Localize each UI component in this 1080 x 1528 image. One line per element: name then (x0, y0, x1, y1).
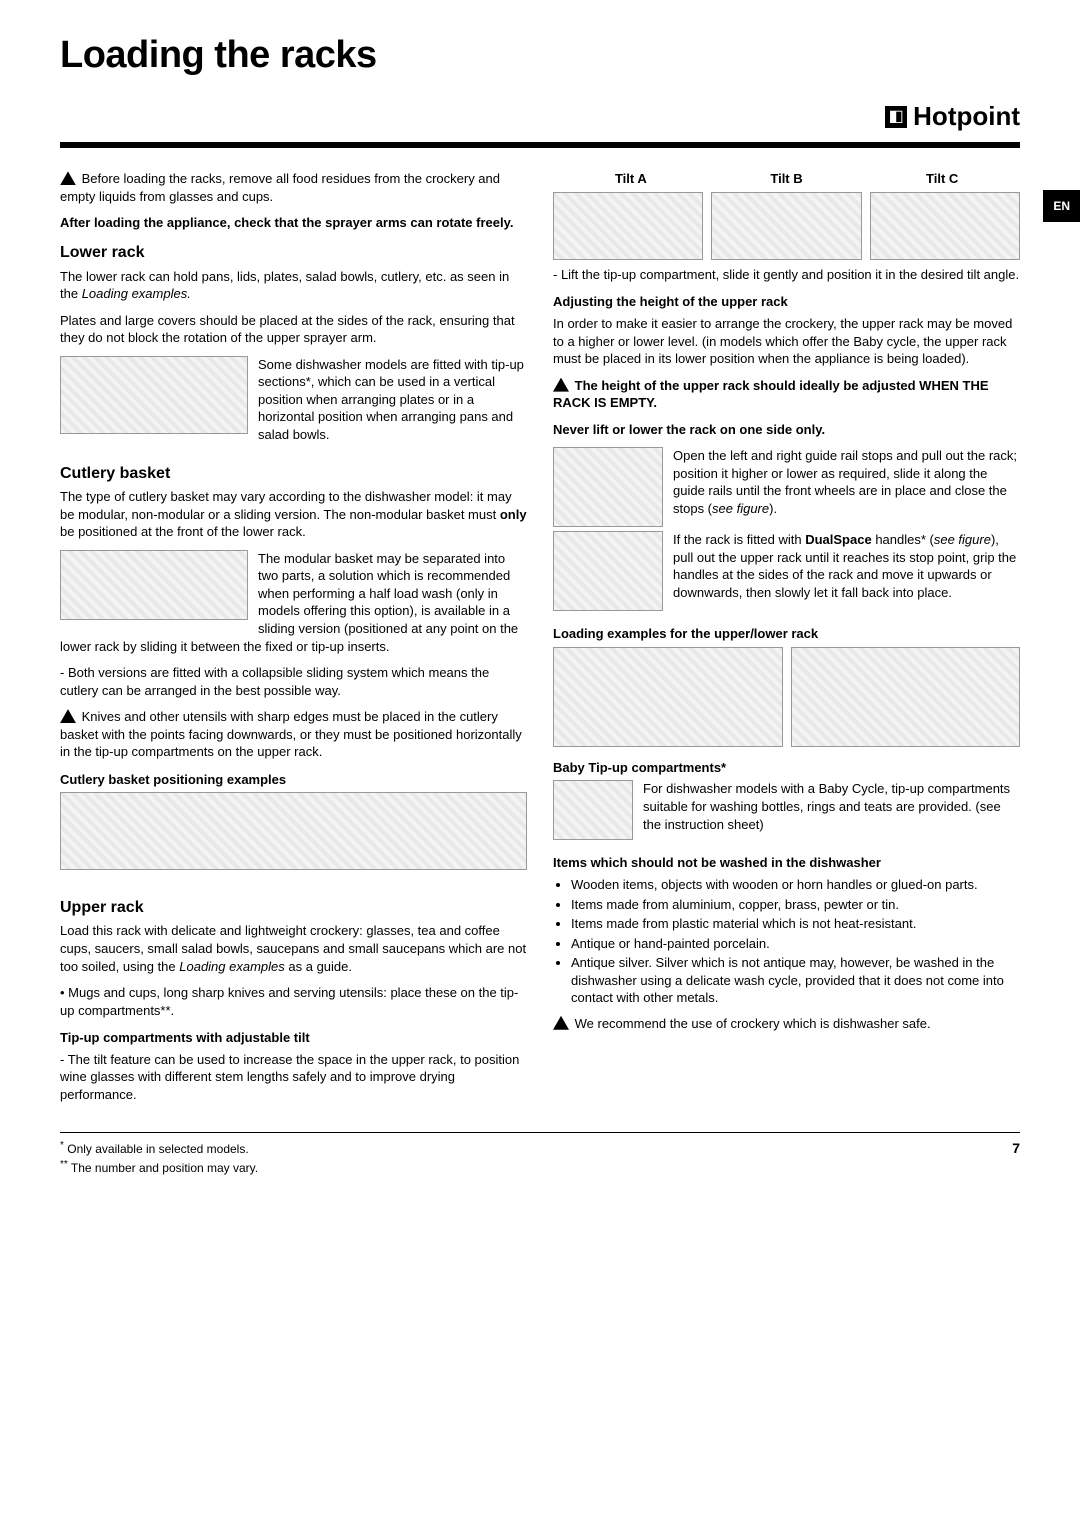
loading-example-upper-figure (553, 647, 783, 747)
tilt-a-label: Tilt A (553, 170, 709, 188)
brand-logo: ◧ Hotpoint (885, 99, 1020, 134)
warning-icon (60, 171, 76, 185)
footnotes: * Only available in selected models. ** … (60, 1139, 258, 1175)
cutlery-basket-figure (60, 550, 248, 620)
header-rule (60, 142, 1020, 148)
adjust-p: In order to make it easier to arrange th… (553, 315, 1020, 368)
tilt-labels: Tilt A Tilt B Tilt C (553, 170, 1020, 188)
intro-warning: Before loading the racks, remove all foo… (60, 170, 527, 205)
tipup-p: - The tilt feature can be used to increa… (60, 1051, 527, 1104)
never-lift: Never lift or lower the rack on one side… (553, 421, 1020, 439)
footer: * Only available in selected models. ** … (60, 1139, 1020, 1175)
adjust-warning: The height of the upper rack should idea… (553, 377, 1020, 412)
after-loading-note: After loading the appliance, check that … (60, 214, 527, 232)
cutlery-examples-figure (60, 792, 527, 870)
brand-name: Hotpoint (913, 99, 1020, 134)
guide-rail-figure (553, 447, 663, 527)
notwash-list: Wooden items, objects with wooden or hor… (571, 876, 1020, 1007)
page-number: 7 (1012, 1139, 1020, 1175)
upper-rack-bullet: • Mugs and cups, long sharp knives and s… (60, 984, 527, 1019)
notwash-heading: Items which should not be washed in the … (553, 854, 1020, 872)
cutlery-heading: Cutlery basket (60, 463, 527, 485)
footnote-1: * Only available in selected models. (60, 1139, 258, 1157)
loading-examples-heading: Loading examples for the upper/lower rac… (553, 625, 1020, 643)
tilt-c-label: Tilt C (864, 170, 1020, 188)
baby-heading: Baby Tip-up compartments* (553, 759, 1020, 777)
cutlery-p1: The type of cutlery basket may vary acco… (60, 488, 527, 541)
tipup-heading: Tip-up compartments with adjustable tilt (60, 1029, 527, 1047)
cutlery-warning: Knives and other utensils with sharp edg… (60, 708, 527, 761)
loading-example-lower-figure (791, 647, 1021, 747)
cutlery-examples-heading: Cutlery basket positioning examples (60, 771, 527, 789)
cutlery-p3: - Both versions are fitted with a collap… (60, 664, 527, 699)
lower-rack-p2: Plates and large covers should be placed… (60, 312, 527, 347)
tilt-b-label: Tilt B (709, 170, 865, 188)
list-item: Antique or hand-painted porcelain. (571, 935, 1020, 953)
left-column: Before loading the racks, remove all foo… (60, 170, 527, 1112)
page-title: Loading the racks (60, 30, 1020, 81)
footnote-2: ** The number and position may vary. (60, 1158, 258, 1176)
language-tab: EN (1043, 190, 1080, 222)
warning-icon (553, 378, 569, 392)
lower-rack-heading: Lower rack (60, 242, 527, 264)
lower-rack-figure (60, 356, 248, 434)
upper-rack-p1: Load this rack with delicate and lightwe… (60, 922, 527, 975)
adjust-heading: Adjusting the height of the upper rack (553, 293, 1020, 311)
right-column: Tilt A Tilt B Tilt C - Lift the tip-up c… (553, 170, 1020, 1112)
list-item: Items made from plastic material which i… (571, 915, 1020, 933)
baby-tipup-figure (553, 780, 633, 840)
brand-row: ◧ Hotpoint (60, 99, 1020, 134)
tilt-a-figure (553, 192, 703, 260)
recommend-warning: We recommend the use of crockery which i… (553, 1015, 1020, 1033)
tilt-b-figure (711, 192, 861, 260)
lower-rack-p1: The lower rack can hold pans, lids, plat… (60, 268, 527, 303)
intro-text: Before loading the racks, remove all foo… (60, 171, 500, 204)
dualspace-figure (553, 531, 663, 611)
list-item: Antique silver. Silver which is not anti… (571, 954, 1020, 1007)
brand-logo-icon: ◧ (885, 106, 907, 128)
list-item: Wooden items, objects with wooden or hor… (571, 876, 1020, 894)
warning-icon (60, 709, 76, 723)
footer-rule (60, 1132, 1020, 1133)
list-item: Items made from aluminium, copper, brass… (571, 896, 1020, 914)
tilt-c-figure (870, 192, 1020, 260)
lift-p: - Lift the tip-up compartment, slide it … (553, 266, 1020, 284)
upper-rack-heading: Upper rack (60, 897, 527, 919)
warning-icon (553, 1016, 569, 1030)
